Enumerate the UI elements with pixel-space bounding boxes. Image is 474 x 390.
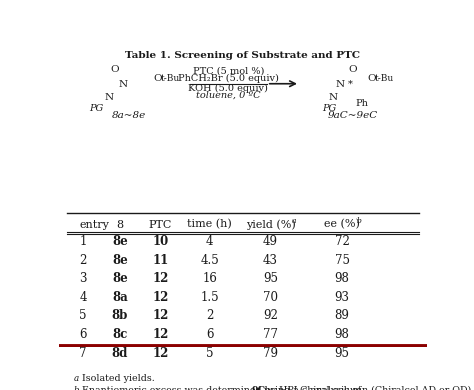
Text: 8e: 8e <box>112 254 128 266</box>
Text: 79: 79 <box>263 347 278 360</box>
Text: 98: 98 <box>335 272 349 285</box>
Text: 3: 3 <box>80 272 87 285</box>
Text: Ph: Ph <box>356 99 369 108</box>
Text: 1: 1 <box>80 235 87 248</box>
Text: 8: 8 <box>116 220 123 230</box>
Text: using a chiral column (Chiralcel AD or OD) with hexanes/2-propanol as the eluent: using a chiral column (Chiralcel AD or O… <box>261 386 474 390</box>
Text: 4: 4 <box>80 291 87 304</box>
Text: 11: 11 <box>152 254 168 266</box>
Text: 8b: 8b <box>112 309 128 323</box>
Text: 1.5: 1.5 <box>201 291 219 304</box>
Text: 89: 89 <box>335 309 349 323</box>
Text: t-Bu: t-Bu <box>160 74 180 83</box>
Text: 12: 12 <box>152 309 168 323</box>
Text: *: * <box>348 79 353 88</box>
Text: 9aC~9eC: 9aC~9eC <box>328 112 378 121</box>
Text: a: a <box>292 217 297 225</box>
Text: 16: 16 <box>202 272 217 285</box>
Text: 49: 49 <box>263 235 278 248</box>
Text: N: N <box>119 80 128 89</box>
Text: 10: 10 <box>152 235 168 248</box>
Text: Table 1. Screening of Substrate and PTC: Table 1. Screening of Substrate and PTC <box>126 51 360 60</box>
Text: PhCH₂Br (5.0 equiv): PhCH₂Br (5.0 equiv) <box>178 73 279 83</box>
Text: time (h): time (h) <box>188 220 232 230</box>
Text: t-Bu: t-Bu <box>374 74 394 83</box>
Text: PG: PG <box>322 105 337 113</box>
Text: KOH (5.0 equiv): KOH (5.0 equiv) <box>188 84 268 93</box>
Text: 8d: 8d <box>112 347 128 360</box>
Text: 93: 93 <box>335 291 350 304</box>
Text: 8e: 8e <box>112 235 128 248</box>
Text: 12: 12 <box>152 328 168 341</box>
Text: 7: 7 <box>80 347 87 360</box>
Text: 8a: 8a <box>112 291 128 304</box>
Text: 5: 5 <box>80 309 87 323</box>
Text: N: N <box>328 93 337 102</box>
Text: 72: 72 <box>335 235 349 248</box>
Text: toluene, 0 ºC: toluene, 0 ºC <box>196 91 261 100</box>
Text: 70: 70 <box>263 291 278 304</box>
Text: 8e: 8e <box>112 272 128 285</box>
Text: a: a <box>74 374 79 383</box>
Text: 95: 95 <box>335 347 350 360</box>
Text: N: N <box>104 93 113 102</box>
Text: 12: 12 <box>152 347 168 360</box>
Text: Enantiomeric excess was determined by HPLC analysis of: Enantiomeric excess was determined by HP… <box>80 386 365 390</box>
Text: b: b <box>357 217 362 225</box>
Text: PG: PG <box>89 105 103 113</box>
Text: ee (%): ee (%) <box>324 220 360 230</box>
Text: 8c: 8c <box>112 328 128 341</box>
Text: 4: 4 <box>206 235 214 248</box>
Text: 9C: 9C <box>251 386 265 390</box>
Text: 4.5: 4.5 <box>201 254 219 266</box>
Text: 6: 6 <box>80 328 87 341</box>
Text: 2: 2 <box>80 254 87 266</box>
Text: PTC: PTC <box>148 220 172 230</box>
Text: 8a~8e: 8a~8e <box>112 112 146 121</box>
Text: 75: 75 <box>335 254 350 266</box>
Text: entry: entry <box>80 220 109 230</box>
Text: 6: 6 <box>206 328 214 341</box>
Text: 12: 12 <box>152 272 168 285</box>
Text: yield (%): yield (%) <box>246 219 295 230</box>
Text: 2: 2 <box>206 309 214 323</box>
Text: 77: 77 <box>263 328 278 341</box>
Text: N: N <box>336 80 345 89</box>
Text: 92: 92 <box>263 309 278 323</box>
Text: 95: 95 <box>263 272 278 285</box>
Text: 98: 98 <box>335 328 349 341</box>
Text: PTC (5 mol %): PTC (5 mol %) <box>192 66 264 75</box>
Text: Isolated yields.: Isolated yields. <box>80 374 155 383</box>
Text: 43: 43 <box>263 254 278 266</box>
Text: O: O <box>110 65 118 74</box>
Text: b: b <box>74 386 80 390</box>
Text: O: O <box>153 74 162 83</box>
Text: 5: 5 <box>206 347 214 360</box>
Text: O: O <box>367 74 376 83</box>
Text: O: O <box>349 65 357 74</box>
Text: 12: 12 <box>152 291 168 304</box>
